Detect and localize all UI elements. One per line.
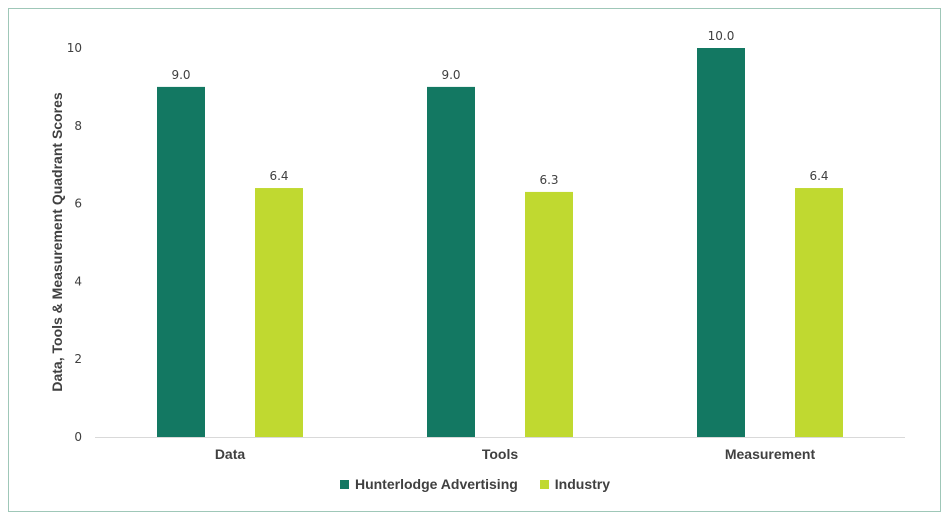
data-label: 9.0 [441, 68, 460, 82]
y-tick-label: 6 [74, 197, 82, 211]
x-category-label: Data [215, 446, 246, 462]
y-tick-label: 10 [67, 41, 82, 55]
y-tick-label: 4 [74, 274, 82, 288]
bar-measurement-hunterlodge [697, 48, 745, 437]
legend-item-hunterlodge: Hunterlodge Advertising [339, 476, 518, 492]
legend-swatch [339, 479, 349, 489]
legend-item-industry: Industry [539, 476, 611, 492]
legend-swatch [539, 479, 549, 489]
legend: Hunterlodge Advertising Industry [0, 476, 950, 492]
legend-label: Industry [554, 476, 611, 492]
y-tick-label: 2 [74, 352, 82, 366]
legend-label: Hunterlodge Advertising [354, 476, 518, 492]
bar-tools-industry [525, 191, 573, 437]
data-label: 6.4 [809, 169, 828, 183]
bar-data-industry [255, 188, 303, 437]
y-tick-label: 0 [74, 430, 82, 444]
data-label: 10.0 [708, 29, 735, 43]
bar-tools-hunterlodge [427, 86, 475, 438]
data-label: 6.4 [269, 169, 288, 183]
bar-data-hunterlodge [157, 86, 205, 438]
y-tick-label: 8 [74, 119, 82, 133]
y-axis-label: Data, Tools & Measurement Quadrant Score… [49, 92, 65, 391]
data-label: 6.3 [539, 173, 558, 187]
data-label: 9.0 [171, 68, 190, 82]
x-category-label: Tools [482, 446, 519, 462]
x-category-label: Measurement [725, 446, 816, 462]
bar-measurement-industry [795, 188, 843, 437]
